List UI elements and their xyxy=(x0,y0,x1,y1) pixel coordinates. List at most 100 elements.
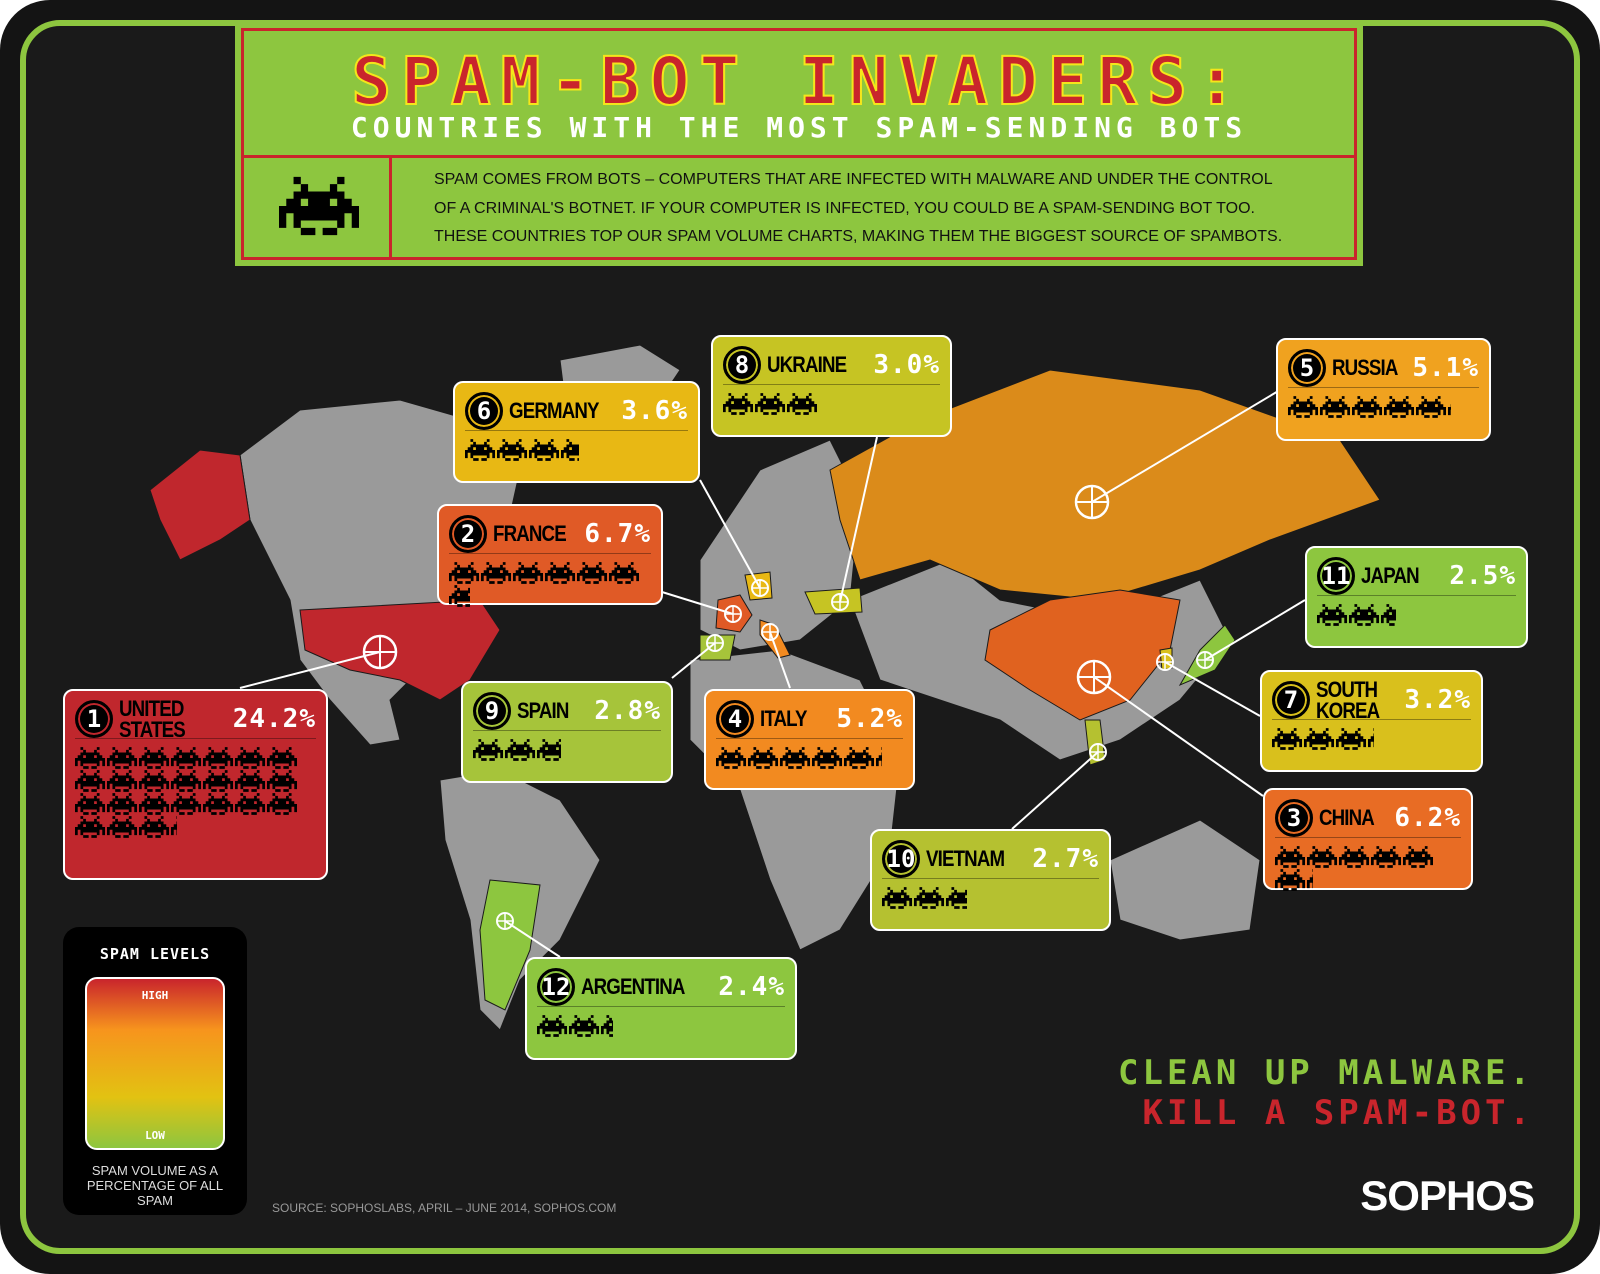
space-invader-icon xyxy=(1352,396,1382,418)
partial-invader xyxy=(171,816,177,838)
invader-count xyxy=(1272,720,1471,750)
japan-shape xyxy=(1178,624,1236,687)
space-invader-icon xyxy=(279,176,359,236)
space-invader-icon xyxy=(1403,846,1433,868)
invader-count xyxy=(716,739,903,769)
partial-invader xyxy=(1381,604,1396,626)
space-invader-icon xyxy=(267,747,297,769)
rank-number: 7 xyxy=(1283,685,1299,714)
space-invader-icon xyxy=(844,747,874,769)
description: SPAM COMES FROM BOTS – COMPUTERS THAT AR… xyxy=(434,166,1294,252)
country-card-argentina: 12 ARGENTINA 2.4% xyxy=(525,957,797,1060)
card-header: 7 SOUTH KOREA 3.2% xyxy=(1272,678,1471,721)
space-invader-icon xyxy=(465,439,495,461)
legend-gradient: HIGH LOW xyxy=(85,977,225,1150)
space-invader-icon xyxy=(75,747,105,769)
invader-count xyxy=(537,1007,785,1037)
card-header: 5 RUSSIA 5.1% xyxy=(1288,348,1479,388)
space-invader-icon xyxy=(1275,846,1305,868)
spam-percent: 3.0% xyxy=(873,349,940,380)
invader-count xyxy=(723,385,940,415)
space-invader-icon xyxy=(780,747,810,769)
partial-invader xyxy=(1368,728,1374,750)
rank-number: 11 xyxy=(1321,561,1351,590)
space-invader-icon xyxy=(473,739,503,761)
spam-percent: 2.4% xyxy=(718,971,785,1002)
rank-badge: 12 xyxy=(537,967,575,1006)
space-invader-icon xyxy=(1371,846,1401,868)
space-invader-icon xyxy=(171,770,201,792)
partial-invader xyxy=(537,739,561,761)
space-invader-icon xyxy=(267,793,297,815)
invader-count xyxy=(1288,388,1479,418)
rank-badge: 7 xyxy=(1272,680,1310,719)
country-card-ukraine: 8 UKRAINE 3.0% xyxy=(711,335,952,437)
legend-description: SPAM VOLUME AS A PERCENTAGE OF ALL SPAM xyxy=(86,1163,224,1208)
space-invader-icon xyxy=(1307,846,1337,868)
space-invader-icon xyxy=(1275,869,1305,891)
country-name: ITALY xyxy=(760,706,808,731)
rank-badge: 11 xyxy=(1317,556,1355,595)
spam-percent: 3.6% xyxy=(621,395,688,426)
country-name: ARGENTINA xyxy=(581,974,685,999)
space-invader-icon xyxy=(449,585,470,607)
rank-number: 5 xyxy=(1299,353,1315,382)
header-panel: SPAM-BOT INVADERS: COUNTRIES WITH THE MO… xyxy=(235,22,1363,266)
country-name: SPAIN xyxy=(517,698,569,723)
invader-count xyxy=(449,554,651,607)
space-invader-icon xyxy=(107,747,137,769)
rank-number: 2 xyxy=(460,519,476,548)
space-invader-icon xyxy=(1349,604,1379,626)
space-invader-icon xyxy=(171,747,201,769)
rank-number: 8 xyxy=(734,350,750,379)
country-name: UNITED STATES xyxy=(119,695,186,742)
invader-count xyxy=(1317,596,1516,626)
invader-count xyxy=(465,431,688,461)
space-invader-icon xyxy=(876,747,882,767)
card-header: 2 FRANCE 6.7% xyxy=(449,514,651,554)
card-header: 3 CHINA 6.2% xyxy=(1275,798,1461,838)
space-invader-icon xyxy=(1317,604,1347,626)
country-card-italy: 4 ITALY 5.2% xyxy=(704,689,915,790)
spam-percent: 24.2% xyxy=(232,703,316,734)
space-invader-icon xyxy=(203,793,233,815)
spam-percent: 5.1% xyxy=(1412,352,1479,383)
country-name: VIETNAM xyxy=(926,846,1005,871)
spam-percent: 6.7% xyxy=(584,518,651,549)
description-line: THESE COUNTRIES TOP OUR SPAM VOLUME CHAR… xyxy=(434,228,1283,245)
space-invader-icon xyxy=(537,739,561,761)
card-header: 8 UKRAINE 3.0% xyxy=(723,345,940,385)
space-invader-icon xyxy=(139,793,169,815)
space-invader-icon xyxy=(171,793,201,815)
space-invader-icon xyxy=(107,816,137,838)
country-name: JAPAN xyxy=(1361,563,1420,588)
space-invader-icon xyxy=(716,747,746,769)
alaska-shape xyxy=(149,449,251,561)
divider xyxy=(244,155,1354,158)
space-invader-icon xyxy=(267,770,297,792)
space-invader-icon xyxy=(139,747,169,769)
argentina-shape xyxy=(479,879,541,1011)
space-invader-icon xyxy=(577,562,607,584)
rank-number: 12 xyxy=(541,972,571,1001)
space-invader-icon xyxy=(723,393,753,415)
rank-badge: 3 xyxy=(1275,798,1313,837)
space-invader-icon xyxy=(1320,396,1350,418)
card-header: 1 UNITED STATES 24.2% xyxy=(75,695,316,742)
country-card-russia: 5 RUSSIA 5.1% xyxy=(1276,338,1491,441)
space-invader-icon xyxy=(107,770,137,792)
spam-percent: 3.2% xyxy=(1404,684,1471,715)
country-name: UKRAINE xyxy=(767,352,847,377)
space-invader-icon xyxy=(75,770,105,792)
rank-badge: 6 xyxy=(465,391,503,430)
space-invader-icon xyxy=(569,1015,599,1037)
rank-number: 4 xyxy=(727,704,743,733)
australia xyxy=(1109,819,1261,941)
rank-badge: 5 xyxy=(1288,348,1326,387)
space-invader-icon xyxy=(1288,396,1318,418)
country-card-south-korea: 7 SOUTH KOREA 3.2% xyxy=(1260,670,1483,772)
highlighted-countries xyxy=(149,369,1381,1011)
space-invader-icon xyxy=(748,747,778,769)
card-header: 6 GERMANY 3.6% xyxy=(465,391,688,431)
spam-percent: 2.7% xyxy=(1032,843,1099,874)
